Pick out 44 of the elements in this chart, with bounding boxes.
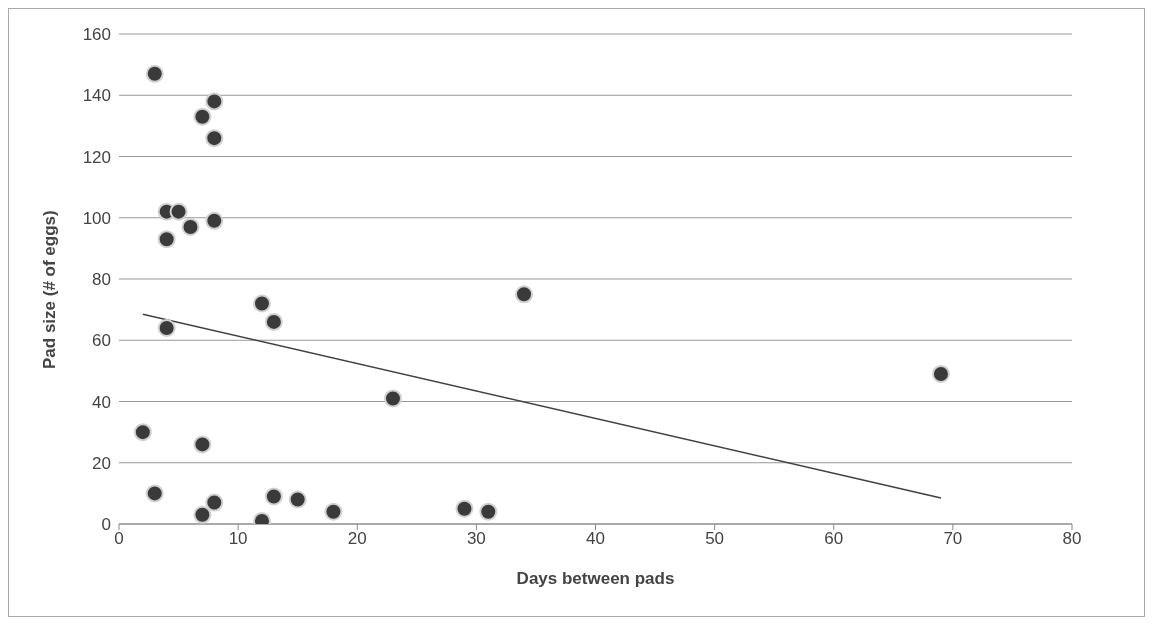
x-tick-label: 70 bbox=[943, 529, 963, 549]
x-tick-label: 40 bbox=[586, 529, 605, 549]
y-tick-label: 100 bbox=[82, 208, 111, 228]
point bbox=[205, 493, 224, 512]
x-tick-label: 50 bbox=[705, 529, 725, 549]
y-tick-label: 0 bbox=[101, 515, 111, 535]
point bbox=[264, 312, 283, 331]
point bbox=[383, 389, 402, 408]
point bbox=[205, 92, 224, 111]
x-tick-label: 80 bbox=[1062, 529, 1082, 549]
point bbox=[252, 294, 271, 313]
point bbox=[157, 230, 176, 249]
point bbox=[205, 211, 224, 230]
point bbox=[133, 423, 152, 442]
y-tick-label: 160 bbox=[82, 25, 111, 45]
y-tick-label: 120 bbox=[82, 147, 111, 167]
point bbox=[515, 285, 534, 304]
x-tick-label: 30 bbox=[466, 529, 486, 549]
x-axis-title: Days between pads bbox=[516, 569, 675, 588]
x-tick-label: 10 bbox=[228, 529, 248, 549]
point bbox=[181, 217, 200, 236]
point bbox=[193, 505, 212, 524]
point bbox=[169, 202, 188, 221]
point bbox=[145, 484, 164, 503]
point bbox=[264, 487, 283, 506]
y-axis-title: Pad size (# of eggs) bbox=[40, 210, 60, 369]
y-tick-label: 140 bbox=[82, 86, 111, 106]
y-tick-label: 80 bbox=[92, 270, 111, 290]
x-tick-label: 60 bbox=[824, 529, 844, 549]
point bbox=[455, 499, 474, 518]
point bbox=[145, 64, 164, 83]
point bbox=[157, 319, 176, 337]
y-tick-label: 60 bbox=[92, 331, 111, 351]
point bbox=[205, 129, 224, 148]
point bbox=[193, 107, 212, 126]
point bbox=[931, 364, 950, 383]
y-tick-label: 40 bbox=[92, 392, 111, 412]
x-tick-label: 0 bbox=[114, 529, 124, 549]
point bbox=[288, 490, 307, 509]
point bbox=[193, 435, 212, 454]
point bbox=[479, 502, 498, 521]
x-tick-label: 20 bbox=[347, 529, 367, 549]
point bbox=[324, 502, 343, 521]
y-tick-label: 20 bbox=[92, 453, 111, 473]
